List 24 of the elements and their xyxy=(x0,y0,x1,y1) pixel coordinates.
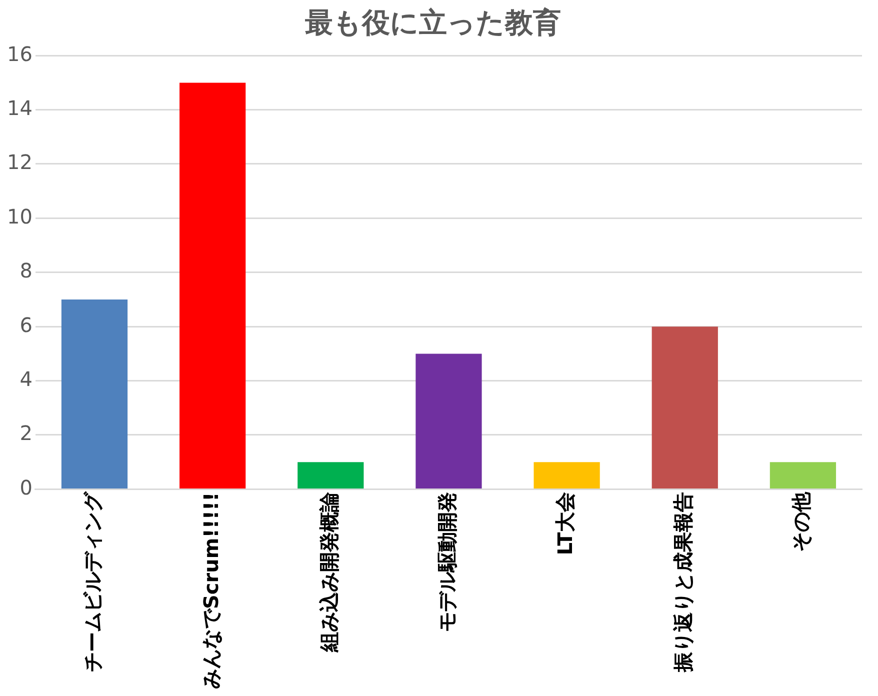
y-tick-label: 10 xyxy=(6,204,32,228)
y-tick-label: 14 xyxy=(6,96,32,120)
chart-title: 最も役に立った教育 xyxy=(304,6,561,40)
bar xyxy=(652,326,718,488)
bar xyxy=(298,462,364,488)
x-tick-label: モデル駆動開発 xyxy=(434,492,459,632)
x-tick-label: 組み込み開発概論 xyxy=(316,491,341,654)
x-tick-label: その他 xyxy=(789,491,814,552)
bar xyxy=(61,299,128,488)
x-tick-label: 振り返りと成果報告 xyxy=(671,492,696,674)
x-tick-label: チームビルディング xyxy=(80,491,105,672)
y-tick-label: 0 xyxy=(20,475,32,500)
bar xyxy=(770,462,836,488)
bar xyxy=(180,82,246,488)
bar xyxy=(534,462,600,488)
y-tick-label: 6 xyxy=(20,312,32,337)
bar xyxy=(416,354,482,488)
y-tick-label: 12 xyxy=(6,150,32,174)
y-tick-label: 16 xyxy=(6,42,32,66)
y-tick-label: 2 xyxy=(20,421,32,446)
y-tick-label: 8 xyxy=(20,258,32,283)
x-tick-label: LT大会 xyxy=(553,491,578,556)
y-tick-label: 4 xyxy=(20,367,32,391)
x-tick-label: みんなでScrum!!!!! xyxy=(198,492,223,690)
